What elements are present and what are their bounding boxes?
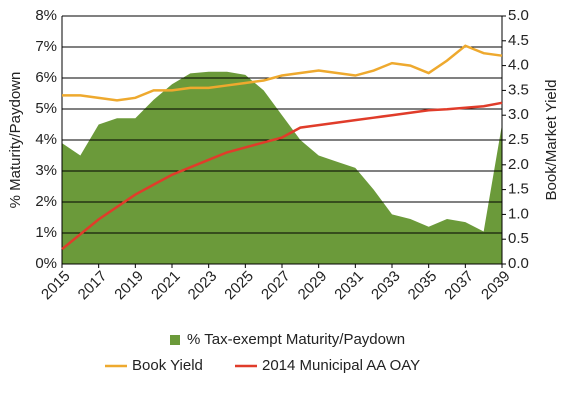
y-tick-label: 0% — [35, 255, 57, 272]
y-tick-label: 8% — [35, 7, 57, 24]
x-tick-label: 2031 — [331, 268, 367, 304]
legend-label: % Tax-exempt Maturity/Paydown — [187, 331, 405, 348]
y2-tick-label: 1.0 — [508, 205, 529, 222]
x-tick-label: 2029 — [295, 268, 331, 304]
legend-swatch — [170, 335, 180, 345]
x-tick-label: 2019 — [111, 268, 147, 304]
legend-label: 2014 Municipal AA OAY — [262, 357, 420, 374]
y2-tick-label: 3.0 — [508, 106, 529, 123]
y2-tick-label: 3.5 — [508, 81, 529, 98]
x-tick-label: 2039 — [478, 268, 514, 304]
y2-tick-label: 4.0 — [508, 57, 529, 74]
legend-label: Book Yield — [132, 357, 203, 374]
x-tick-label: 2021 — [148, 268, 184, 304]
y-tick-label: 3% — [35, 162, 57, 179]
line — [62, 44, 503, 102]
x-tick-label: 2033 — [368, 268, 404, 304]
line — [61, 101, 503, 251]
x-tick-label: 2023 — [185, 268, 221, 304]
x-tick-label: 2035 — [405, 268, 441, 304]
x-tick-label: 2037 — [441, 268, 477, 304]
y-tick-label: 4% — [35, 131, 57, 148]
x-tick-label: 2017 — [75, 268, 111, 304]
x-tick-label: 2025 — [221, 268, 257, 304]
y2-tick-label: 1.5 — [508, 181, 529, 198]
y-tick-label: 2% — [35, 193, 57, 210]
y-tick-label: 7% — [35, 38, 57, 55]
y2-tick-label: 2.0 — [508, 156, 529, 173]
x-tick-label: 2027 — [258, 268, 294, 304]
y2-axis-title: Book/Market Yield — [543, 80, 560, 201]
y-axis-title: % Maturity/Paydown — [7, 72, 24, 209]
y-tick-label: 5% — [35, 100, 57, 117]
y-tick-label: 6% — [35, 69, 57, 86]
y2-tick-label: 4.5 — [508, 32, 529, 49]
y2-tick-label: 5.0 — [508, 7, 529, 24]
x-tick-label: 2015 — [38, 268, 74, 304]
area — [62, 71, 502, 264]
y-tick-label: 1% — [35, 224, 57, 241]
y2-tick-label: 2.5 — [508, 131, 529, 148]
y2-tick-label: 0.5 — [508, 230, 529, 247]
y2-tick-label: 0.0 — [508, 255, 529, 272]
